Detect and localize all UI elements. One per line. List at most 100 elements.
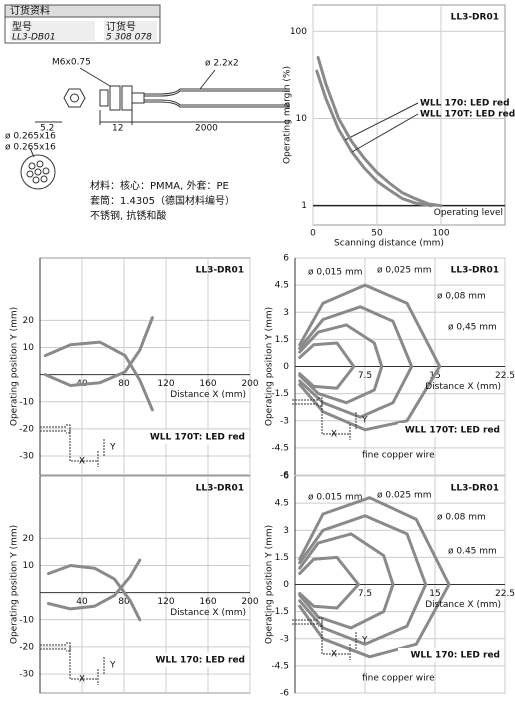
y-tick-label: -1.5 xyxy=(271,607,289,617)
note: WLL 170: LED red xyxy=(155,656,245,666)
curve xyxy=(298,341,356,390)
y-axis-label: Operating position Y (mm) xyxy=(265,307,275,426)
curve xyxy=(298,323,384,405)
y-tick-label: 10 xyxy=(296,114,308,124)
y-tick-label: -30 xyxy=(19,670,34,680)
x-tick-label: 160 xyxy=(199,379,216,389)
note: WLL 170T: LED red xyxy=(405,426,500,436)
sensor-diagram xyxy=(292,397,357,440)
curve xyxy=(46,558,142,611)
drawing-label: M6x0.75 xyxy=(52,58,91,68)
order-title: 订货资料 xyxy=(10,4,50,17)
drawing-label: 2000 xyxy=(195,124,218,134)
note-box xyxy=(398,648,502,662)
note-box xyxy=(143,430,247,444)
y-tick-label: -10 xyxy=(19,615,34,625)
y-tick-label: 10 xyxy=(23,343,35,353)
x-axis-label: Distance X (mm) xyxy=(170,390,246,400)
y-tick-label: 1.5 xyxy=(275,553,289,563)
diagram-label: X xyxy=(331,650,337,660)
x-axis-label: Distance X (mm) xyxy=(425,382,501,392)
series-label: ø 0,45 mm xyxy=(448,323,497,333)
y-tick-label: -6 xyxy=(280,471,289,481)
drawing-label: 12 xyxy=(112,124,123,134)
order-header: 订货号 xyxy=(106,20,136,33)
curve xyxy=(298,283,442,432)
x-tick-label: 200 xyxy=(241,597,258,607)
order-value: LL3-DB01 xyxy=(12,33,56,43)
x-tick-label: 0 xyxy=(310,229,316,239)
y-tick-label: 20 xyxy=(23,316,35,326)
x-tick-label: 120 xyxy=(157,597,174,607)
diagram-label: X xyxy=(331,430,337,440)
series-label: WLL 170: LED red xyxy=(420,99,510,109)
y-tick-label: 100 xyxy=(290,27,307,37)
wire-label: fine copper wire xyxy=(362,674,435,684)
drawing-label: ø 0.265x16 xyxy=(5,143,56,153)
x-axis-label: Distance X (mm) xyxy=(170,608,246,618)
leader-line xyxy=(344,102,419,141)
sensor-diagram xyxy=(40,424,105,467)
note: WLL 170: LED red xyxy=(410,651,500,661)
x-tick-label: 200 xyxy=(241,379,258,389)
x-tick-label: 7.5 xyxy=(358,371,372,381)
x-tick-label: 7.5 xyxy=(358,589,372,599)
sensor-diagram xyxy=(40,642,105,685)
y-tick-label: 10 xyxy=(23,561,35,571)
y-tick-label: -3 xyxy=(280,416,289,426)
x-tick-label: 50 xyxy=(371,229,383,239)
drawing-label: ø 0.265x16 xyxy=(5,132,56,142)
plot-area xyxy=(312,4,506,226)
series-label: ø 0,08 mm xyxy=(437,292,486,302)
y-tick-label: 4.5 xyxy=(275,281,289,291)
order-cell xyxy=(10,21,95,41)
y-tick-label: 6 xyxy=(283,472,289,482)
series-label: ø 0.025 mm xyxy=(377,491,432,501)
y-tick-label: 1.5 xyxy=(275,335,289,345)
order-header: 型号 xyxy=(12,20,32,33)
x-tick-label: 80 xyxy=(118,597,130,607)
y-tick-label: 20 xyxy=(23,534,35,544)
curve xyxy=(43,316,154,387)
y-tick-label: 3 xyxy=(283,308,289,318)
x-tick-label: 100 xyxy=(432,229,449,239)
y-tick-label: 1 xyxy=(301,201,307,211)
sensor-diagram xyxy=(292,617,357,660)
series-label: ø 0,015 mm xyxy=(308,268,363,278)
y-tick-label: -20 xyxy=(19,424,34,434)
reference-label: Operating level xyxy=(434,208,503,218)
order-cell xyxy=(104,21,157,41)
x-tick-label: 15 xyxy=(429,589,440,599)
y-axis-label: Operating position Y (mm) xyxy=(10,307,20,426)
note-box xyxy=(398,423,502,437)
drawing-label: 5.2 xyxy=(40,124,54,134)
x-tick-label: 80 xyxy=(118,379,130,389)
series-label: ø 0,025 mm xyxy=(377,266,432,276)
material-text: 套筒：1.4305（德国材料编号） xyxy=(90,194,235,207)
y-tick-label: 6 xyxy=(283,254,289,264)
material-text: 材料：核心：PMMA, 外套：PE xyxy=(90,179,229,192)
x-tick-label: 160 xyxy=(199,597,216,607)
note-box xyxy=(143,653,247,667)
diagram-label: Y xyxy=(361,636,368,646)
wire-label: fine copper wire xyxy=(362,451,435,461)
y-tick-label: 3 xyxy=(283,526,289,536)
x-tick-label: 40 xyxy=(76,597,88,607)
curve xyxy=(298,305,414,419)
y-tick-label: -30 xyxy=(19,452,34,462)
chart-title: LL3-DR01 xyxy=(196,484,244,494)
curve xyxy=(315,69,433,208)
series-label: ø 0.08 mm xyxy=(437,513,486,523)
series-label: ø 0.45 mm xyxy=(448,547,497,557)
y-tick-label: 0 xyxy=(283,580,289,590)
diagram-label: X xyxy=(79,457,85,467)
y-tick-label: 0 xyxy=(283,362,289,372)
x-axis-label: Distance X (mm) xyxy=(425,600,501,610)
x-tick-label: 120 xyxy=(157,379,174,389)
y-axis-label: Operating position Y (mm) xyxy=(10,525,20,644)
drawing-label: ø 2.2x2 xyxy=(205,59,239,69)
x-axis-label: Scanning distance (mm) xyxy=(334,239,444,249)
curve xyxy=(316,56,443,208)
